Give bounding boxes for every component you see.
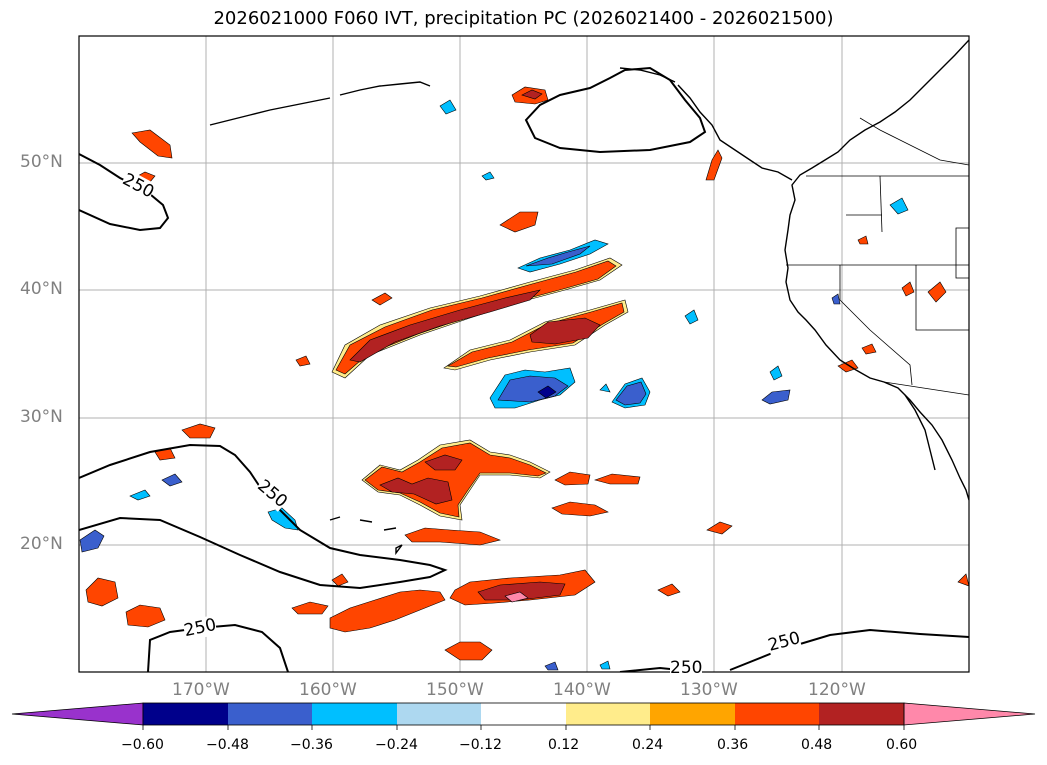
map-title: 2026021000 F060 IVT, precipitation PC (2…: [213, 8, 834, 29]
colorbar-bin: [312, 703, 397, 725]
colorbar-tick-label: 0.12: [548, 737, 580, 753]
colorbar-tick-label: −0.48: [206, 737, 249, 753]
colorbar-bin: [143, 703, 228, 725]
lon-label-150: 150°W: [426, 680, 484, 700]
colorbar-bin: [228, 703, 312, 725]
lon-label-120: 120°W: [808, 680, 866, 700]
colorbar-tick-label: −0.24: [375, 737, 418, 753]
lon-label-170: 170°W: [172, 680, 230, 700]
colorbar-extend-low: [11, 702, 144, 726]
lat-label-20: 20°N: [20, 534, 63, 554]
map-frame: [78, 35, 970, 673]
lat-label-50: 50°N: [20, 152, 63, 172]
map-area: [79, 36, 969, 672]
colorbar-tick-label: −0.36: [290, 737, 333, 753]
colorbar-bin: [819, 703, 904, 725]
graticule: [79, 36, 969, 672]
colorbar-tick-label: 0.48: [801, 737, 833, 753]
colorbar-bin: [481, 703, 566, 725]
ivt-contour-label: 250: [670, 658, 703, 678]
colorbar-tick-label: 0.60: [886, 737, 918, 753]
colorbar-bin: [566, 703, 650, 725]
lat-label-30: 30°N: [20, 407, 63, 427]
colorbar-bin: [735, 703, 819, 725]
colorbar-bin: [397, 703, 481, 725]
colorbar-tick-label: 0.24: [632, 737, 664, 753]
precip-negative-areas: [79, 99, 909, 671]
colorbar-extend-high: [903, 702, 1036, 726]
lon-label-130: 130°W: [680, 680, 738, 700]
colorbar-tick-label: 0.36: [717, 737, 749, 753]
lon-label-160: 160°W: [299, 680, 357, 700]
lat-label-40: 40°N: [20, 279, 63, 299]
colorbar: [11, 702, 1036, 730]
precip-positive-areas: [85, 86, 969, 661]
coastlines: [209, 39, 969, 556]
colorbar-tick-label: −0.60: [121, 737, 164, 753]
borders: [786, 117, 969, 396]
lon-label-140: 140°W: [553, 680, 611, 700]
colorbar-bin: [650, 703, 735, 725]
colorbar-tick-label: −0.12: [459, 737, 502, 753]
